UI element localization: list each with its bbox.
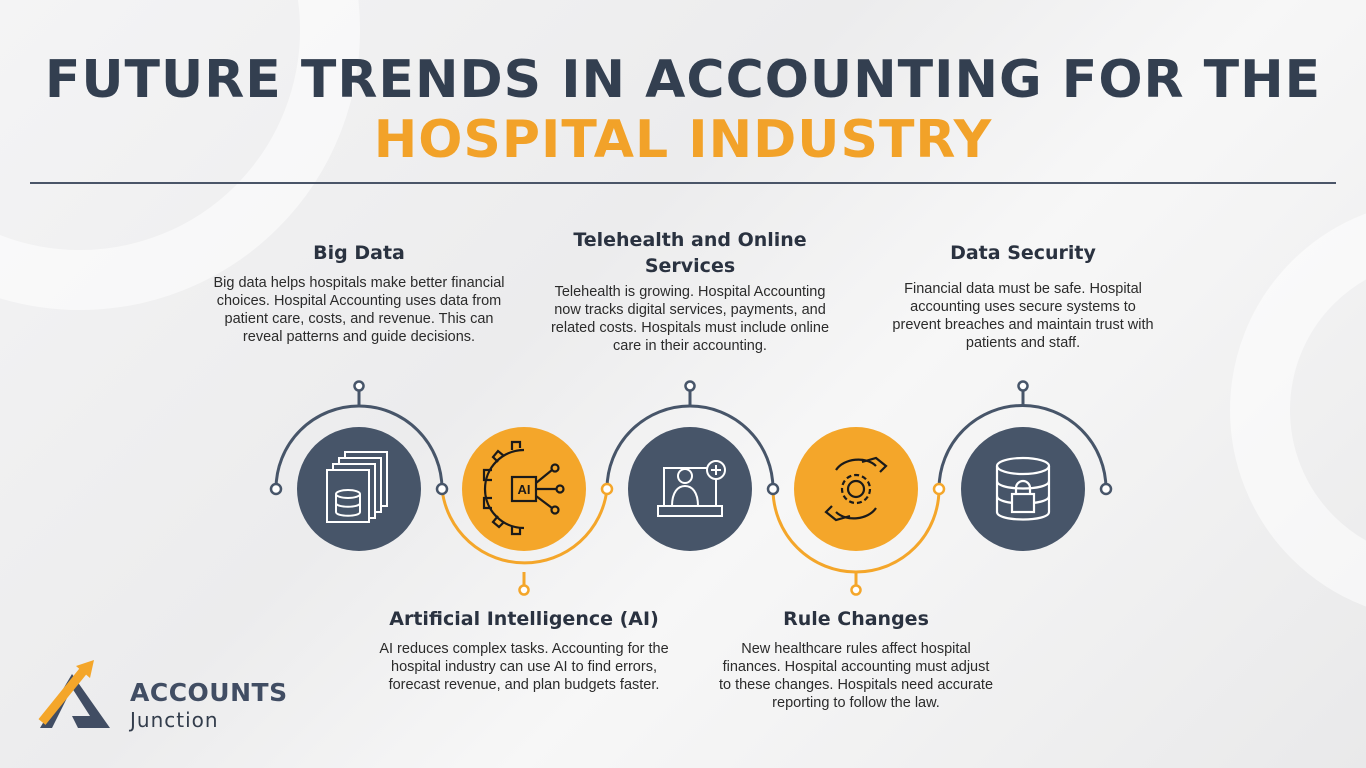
icon-circle-rule-changes — [794, 427, 918, 551]
item-rule-changes: Rule Changes New healthcare rules affect… — [716, 606, 996, 712]
title-line-2: HOSPITAL INDUSTRY — [373, 110, 993, 170]
logo-mark-icon — [38, 660, 110, 728]
connector-arc — [274, 404, 444, 490]
item-heading: Big Data — [313, 242, 405, 264]
node-dot — [766, 482, 780, 496]
item-text: New healthcare rules affect hospital fin… — [718, 641, 994, 711]
ai-gear-chip-icon — [482, 440, 565, 536]
item-data-security: Data Security Financial data must be saf… — [873, 240, 1173, 352]
database-documents-icon — [326, 451, 388, 523]
node-dot — [932, 482, 946, 496]
item-text: Telehealth is growing. Hospital Accounti… — [550, 284, 830, 354]
database-lock-icon — [995, 456, 1051, 521]
laptop-doctor-icon — [657, 460, 726, 517]
item-heading: Telehealth and Online Services — [573, 229, 807, 277]
ai-chip-label: AI — [518, 482, 531, 497]
item-text: Big data helps hospitals make better fin… — [213, 275, 505, 345]
node-dot — [518, 584, 530, 596]
node-dot — [684, 380, 696, 392]
node-dot — [1099, 482, 1113, 496]
title-divider — [30, 182, 1336, 184]
node-dot — [600, 482, 614, 496]
item-big-data: Big Data Big data helps hospitals make b… — [209, 240, 509, 346]
logo-text-accounts: ACCOUNTS — [130, 678, 288, 707]
item-heading: Rule Changes — [783, 608, 929, 630]
item-heading: Data Security — [950, 242, 1096, 264]
background-shape — [0, 0, 360, 310]
connector-arc — [771, 488, 941, 574]
item-text: AI reduces complex tasks. Accounting for… — [379, 641, 669, 693]
node-dot — [850, 584, 862, 596]
node-dot — [353, 380, 365, 392]
background-shape — [1230, 213, 1366, 607]
connector-arc — [605, 404, 775, 490]
icon-circle-telehealth — [628, 427, 752, 551]
node-dot — [1017, 380, 1029, 392]
item-heading: Artificial Intelligence (AI) — [389, 608, 659, 630]
item-telehealth: Telehealth and Online Services Telehealt… — [540, 227, 840, 355]
item-ai: Artificial Intelligence (AI) AI reduces … — [374, 606, 674, 694]
item-text: Financial data must be safe. Hospital ac… — [892, 281, 1154, 351]
connector-arc — [440, 488, 609, 565]
node-dot — [435, 482, 449, 496]
logo-text-junction: Junction — [130, 708, 219, 732]
title-line-1: FUTURE TRENDS IN ACCOUNTING FOR THE — [44, 50, 1322, 110]
accounts-junction-logo: ACCOUNTS Junction — [38, 660, 298, 732]
node-dot — [269, 482, 283, 496]
hands-gear-icon — [824, 456, 888, 522]
